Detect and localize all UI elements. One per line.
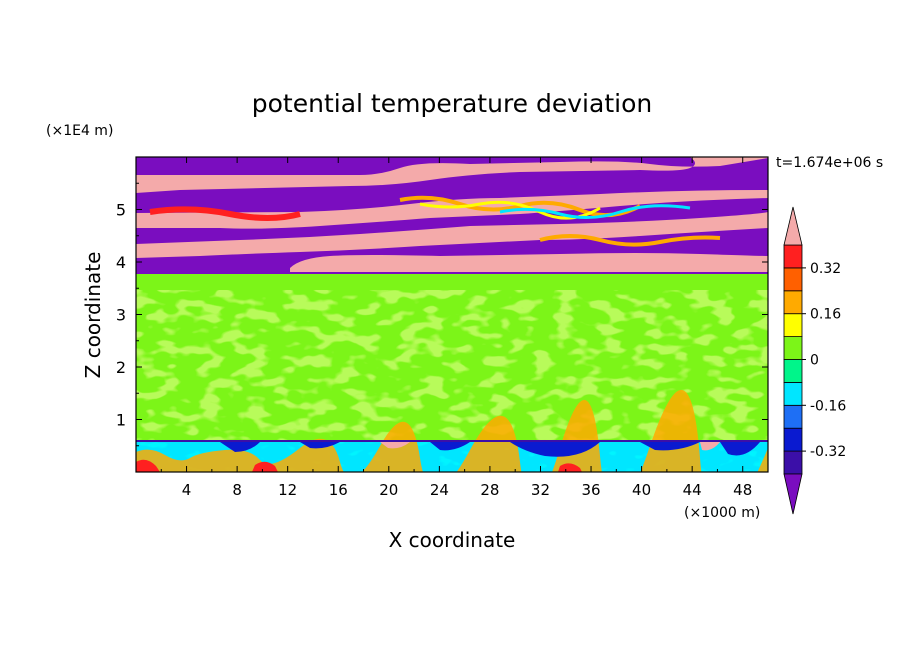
colorbar-label: -0.32: [810, 444, 846, 460]
x-tick-label: 8: [232, 481, 242, 499]
x-tick-label: 24: [430, 481, 449, 499]
colorbar-min-extension: [783, 473, 803, 515]
x-axis-unit-label: (×1000 m): [684, 505, 760, 521]
upper-pink-band-3: [136, 212, 768, 258]
colorbar-swatch: [783, 381, 803, 406]
plot-area: [136, 157, 768, 472]
x-tick-label: 4: [182, 481, 192, 499]
x-axis-label: X coordinate: [389, 528, 516, 552]
y-tick-label: 3: [116, 306, 126, 325]
colorbar-label: 0: [810, 353, 819, 369]
upper-warm-filament-1: [149, 206, 301, 221]
upper-warm-filament-4: [539, 234, 721, 247]
colorbar-label: 0.32: [810, 261, 841, 277]
colorbar-swatch: [783, 359, 803, 383]
colorbar-label: 0.16: [810, 307, 841, 323]
x-tick-label: 40: [632, 481, 651, 499]
x-tick-label: 32: [531, 481, 550, 499]
x-tick-label: 28: [480, 481, 499, 499]
colorbar-swatch: [783, 427, 803, 452]
x-tick-label: 48: [733, 481, 752, 499]
y-axis-label: Z coordinate: [81, 252, 105, 379]
colorbar-max-extension: [783, 206, 803, 246]
bottom-layer-warm: [136, 390, 768, 472]
colorbar-label: -0.16: [810, 398, 846, 414]
x-tick-label: 36: [581, 481, 600, 499]
colorbar: 0.32 0.16 0 -0.16 -0.32: [783, 206, 846, 515]
upper-cold-filament: [499, 204, 691, 219]
time-label: t=1.674e+06 s: [776, 155, 883, 171]
colorbar-swatch: [783, 450, 803, 475]
x-axis-ticks: 4 8 12 16 20 24 28 32 36 40 44 48: [160, 157, 752, 499]
x-tick-label: 44: [683, 481, 702, 499]
upper-pink-band-2: [136, 190, 768, 229]
y-tick-label: 1: [116, 411, 126, 430]
x-tick-label: 12: [278, 481, 297, 499]
colorbar-swatch: [783, 267, 803, 292]
colorbar-swatch: [783, 404, 803, 429]
upper-pink-band-4: [290, 253, 768, 272]
y-axis-unit-label: (×1E4 m): [46, 123, 113, 139]
x-tick-label: 16: [329, 481, 348, 499]
colorbar-swatch: [783, 313, 803, 338]
y-tick-label: 4: [116, 253, 126, 272]
colorbar-swatch: [783, 244, 803, 269]
colorbar-swatch: [783, 290, 803, 315]
chart-title: potential temperature deviation: [252, 89, 652, 118]
y-tick-label: 2: [116, 358, 126, 377]
upper-pink-band-1: [136, 157, 768, 193]
x-tick-label: 20: [379, 481, 398, 499]
y-tick-label: 5: [116, 201, 126, 220]
colorbar-swatch: [783, 336, 803, 360]
y-axis-ticks: 1 2 3 4 5: [116, 182, 768, 447]
